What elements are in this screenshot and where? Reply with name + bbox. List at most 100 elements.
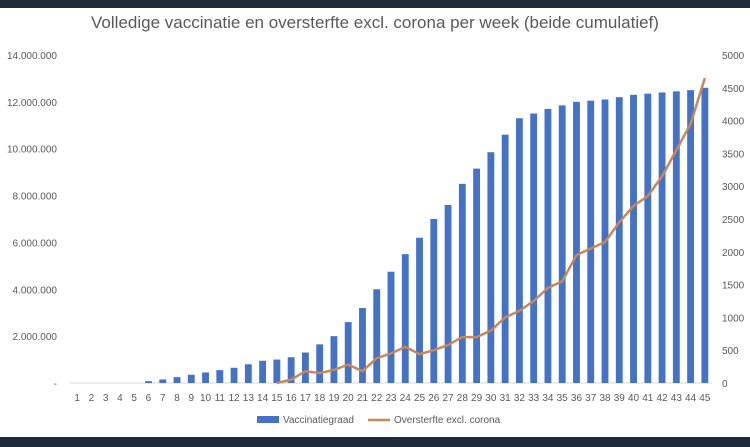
x-tick-label: 37 bbox=[585, 393, 597, 404]
bar-week-21 bbox=[359, 308, 366, 383]
y-right-tick-label: 2500 bbox=[722, 215, 745, 226]
x-tick-label: 35 bbox=[557, 393, 569, 404]
x-tick-label: 41 bbox=[642, 393, 654, 404]
x-tick-label: 22 bbox=[371, 393, 383, 404]
x-tick-label: 2 bbox=[89, 393, 95, 404]
x-tick-label: 5 bbox=[131, 393, 137, 404]
bar-week-8 bbox=[173, 377, 181, 383]
bar-week-17 bbox=[301, 352, 309, 383]
y-right-tick-label: 0 bbox=[722, 379, 728, 390]
x-tick-label: 9 bbox=[188, 393, 194, 404]
bar-week-39 bbox=[615, 97, 623, 384]
bar-week-33 bbox=[530, 113, 538, 384]
bar-week-45 bbox=[701, 87, 709, 384]
y-right-tick-label: 2000 bbox=[722, 248, 745, 259]
bar-week-36 bbox=[573, 101, 580, 383]
x-tick-label: 7 bbox=[160, 393, 166, 404]
bar-week-18 bbox=[316, 344, 324, 383]
x-tick-label: 43 bbox=[671, 393, 683, 404]
bar-week-10 bbox=[202, 372, 209, 383]
bar-week-34 bbox=[544, 108, 552, 383]
x-tick-label: 21 bbox=[357, 393, 369, 404]
bar-week-32 bbox=[515, 118, 523, 383]
x-tick-label: 16 bbox=[286, 393, 298, 404]
bar-week-43 bbox=[672, 91, 680, 384]
y-left-tick-label: 6.000.000 bbox=[13, 238, 58, 249]
x-tick-label: 8 bbox=[174, 393, 180, 404]
y-right-tick-label: 3000 bbox=[722, 182, 745, 193]
y-left-tick-label: 2.000.000 bbox=[13, 332, 58, 343]
x-tick-label: 4 bbox=[117, 393, 123, 404]
y-left-tick-label: - bbox=[54, 379, 57, 390]
x-tick-label: 17 bbox=[300, 393, 312, 404]
y-left-tick-label: 12.000.000 bbox=[7, 98, 57, 109]
bar-week-19 bbox=[330, 336, 338, 383]
x-tick-label: 19 bbox=[328, 393, 340, 404]
x-tick-label: 38 bbox=[599, 393, 611, 404]
x-tick-label: 31 bbox=[500, 393, 512, 404]
y-left-tick-label: 10.000.000 bbox=[7, 145, 57, 156]
x-tick-label: 30 bbox=[485, 393, 497, 404]
bar-week-42 bbox=[658, 92, 666, 383]
bar-week-6 bbox=[145, 381, 152, 383]
bar-week-40 bbox=[630, 94, 637, 383]
y-right-tick-label: 4500 bbox=[722, 84, 745, 95]
bar-week-23 bbox=[387, 271, 395, 383]
x-tick-label: 6 bbox=[146, 393, 152, 404]
y-left-tick-label: 8.000.000 bbox=[13, 192, 58, 203]
x-tick-label: 42 bbox=[657, 393, 669, 404]
y-right-tick-label: 3500 bbox=[722, 149, 745, 160]
x-tick-label: 39 bbox=[614, 393, 626, 404]
x-tick-label: 14 bbox=[257, 393, 269, 404]
x-tick-label: 26 bbox=[428, 393, 440, 404]
bar-week-31 bbox=[501, 134, 509, 383]
x-tick-label: 15 bbox=[271, 393, 283, 404]
x-tick-label: 25 bbox=[414, 393, 426, 404]
bar-week-35 bbox=[558, 105, 566, 383]
legend: Vaccinatiegraad Oversterfte excl. corona bbox=[257, 415, 501, 426]
legend-label-oversterfte: Oversterfte excl. corona bbox=[394, 415, 501, 426]
bar-week-44 bbox=[687, 90, 695, 384]
bar-week-16 bbox=[287, 357, 295, 383]
y-right-tick-label: 500 bbox=[722, 346, 739, 357]
x-tick-label: 18 bbox=[314, 393, 326, 404]
x-tick-label: 40 bbox=[628, 393, 640, 404]
legend-label-vaccinatiegraad: Vaccinatiegraad bbox=[283, 415, 354, 426]
chart-title: Volledige vaccinatie en oversterfte excl… bbox=[91, 13, 659, 32]
x-tick-label: 11 bbox=[215, 393, 226, 404]
x-tick-label: 44 bbox=[685, 393, 697, 404]
bar-week-11 bbox=[216, 370, 224, 383]
x-tick-label: 34 bbox=[542, 393, 554, 404]
x-tick-label: 20 bbox=[343, 393, 355, 404]
bar-week-9 bbox=[187, 374, 195, 383]
x-tick-label: 27 bbox=[443, 393, 455, 404]
y-right-tick-label: 1500 bbox=[722, 281, 745, 292]
bar-week-37 bbox=[587, 100, 595, 383]
x-tick-label: 36 bbox=[571, 393, 583, 404]
bar-week-22 bbox=[373, 289, 381, 383]
legend-swatch-vaccinatiegraad bbox=[257, 416, 279, 423]
line-oversterfte bbox=[276, 77, 707, 385]
bar-week-30 bbox=[487, 152, 495, 383]
bar-week-15 bbox=[273, 359, 281, 383]
y-right-tick-label: 1000 bbox=[722, 313, 745, 324]
bar-week-29 bbox=[473, 168, 481, 383]
bar-week-20 bbox=[344, 322, 352, 383]
x-tick-label: 33 bbox=[528, 393, 540, 404]
bar-week-25 bbox=[416, 237, 423, 383]
x-tick-label: 13 bbox=[243, 393, 255, 404]
x-tick-label: 29 bbox=[471, 393, 483, 404]
bar-week-41 bbox=[644, 93, 652, 384]
y-right-tick-label: 4000 bbox=[722, 117, 745, 128]
bar-week-12 bbox=[230, 367, 238, 383]
x-tick-label: 10 bbox=[200, 393, 212, 404]
x-tick-label: 28 bbox=[457, 393, 469, 404]
x-tick-label: 45 bbox=[699, 393, 711, 404]
bar-week-28 bbox=[458, 183, 466, 383]
bar-week-26 bbox=[430, 219, 438, 383]
bar-week-24 bbox=[401, 254, 409, 383]
bar-week-27 bbox=[444, 204, 452, 383]
y-right-tick-label: 5000 bbox=[722, 51, 745, 62]
x-tick-label: 3 bbox=[103, 393, 109, 404]
